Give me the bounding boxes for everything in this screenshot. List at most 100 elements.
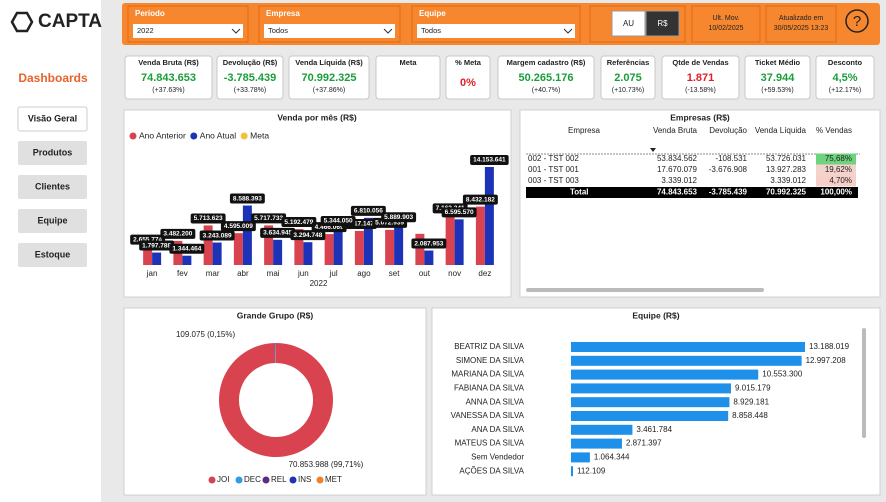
- kpi-title: Ticket Médio: [755, 58, 801, 67]
- table-cell: -108.531: [715, 154, 747, 163]
- toggle-label: R$: [657, 19, 668, 28]
- kpi-value: 70.992.325: [301, 72, 356, 84]
- total-cell: Total: [570, 188, 589, 197]
- total-cell: 74.843.653: [657, 188, 698, 197]
- kpi-card: [288, 55, 370, 100]
- data-label-bg: [220, 221, 256, 232]
- bar: [354, 230, 364, 265]
- bar: [571, 342, 805, 352]
- scrollbar[interactable]: [526, 288, 764, 292]
- legend-marker: [289, 476, 297, 484]
- kpi-card: [600, 55, 656, 100]
- legend-label: JOI: [217, 475, 229, 484]
- scrollbar[interactable]: [862, 328, 866, 438]
- nav-button[interactable]: [18, 209, 87, 233]
- x-tick-label: jun: [297, 269, 309, 278]
- data-label: 4.466.069: [315, 224, 344, 231]
- bar: [242, 205, 252, 265]
- y-tick-label: MATEUS DA SILVA: [455, 439, 525, 448]
- bar: [571, 397, 730, 408]
- dropdown-value: Todos: [268, 26, 288, 35]
- toggle-button[interactable]: [645, 10, 680, 37]
- x-tick-label: fev: [177, 269, 188, 278]
- bar: [571, 369, 759, 380]
- x-tick-label: dez: [478, 269, 491, 278]
- logo: CAPTA: [38, 11, 102, 32]
- legend-label: Meta: [250, 130, 269, 140]
- x-tick-label: nov: [448, 269, 461, 278]
- y-tick-label: Sem Vendedor: [471, 453, 524, 462]
- logo-icon: [10, 11, 34, 33]
- bar: [394, 224, 404, 265]
- bar: [294, 229, 304, 265]
- column-header: Venda Líquida: [755, 126, 807, 135]
- nav-button[interactable]: [18, 243, 87, 267]
- column-header: Devolução: [709, 126, 747, 135]
- kpi-value: -3.785.439: [224, 72, 277, 84]
- x-tick-label: jul: [329, 269, 338, 278]
- kpi-change: (+10.73%): [612, 87, 645, 94]
- kpi-card: [124, 55, 213, 100]
- y-tick-label: VANESSA DA SILVA: [451, 411, 525, 420]
- kpi-change: (+37.86%): [313, 87, 346, 94]
- dropdown[interactable]: [133, 24, 243, 38]
- data-label: 8.858.448: [732, 411, 768, 420]
- chart-title: Grande Grupo (R$): [237, 310, 314, 320]
- y-tick-label: ANA DA SILVA: [471, 425, 524, 434]
- panel: [123, 307, 427, 496]
- kpi-change: (+33.78%): [234, 87, 267, 94]
- legend-marker: [129, 132, 137, 140]
- data-label-bg: [139, 240, 175, 251]
- legend-label: Ano Anterior: [139, 130, 186, 140]
- table-cell: -3.676.908: [709, 165, 748, 174]
- help-icon[interactable]: [845, 9, 869, 33]
- data-label: 8.588.393: [233, 195, 262, 202]
- data-label: 2.087.953: [414, 240, 443, 247]
- filter-box: [258, 5, 401, 43]
- data-label: 12.997.208: [806, 356, 847, 365]
- table-title: Empresas (R$): [670, 112, 730, 122]
- data-label: 2.655.774: [133, 236, 162, 243]
- kpi-value: 4,5%: [832, 72, 857, 84]
- nav-button[interactable]: [18, 175, 87, 199]
- kpi-title: Devolução (R$): [223, 58, 278, 67]
- data-label: 3.634.945: [263, 230, 292, 237]
- table-cell: 003 - TST 003: [528, 176, 579, 185]
- bar: [303, 242, 313, 265]
- bar: [203, 225, 213, 265]
- data-label: 6.810.056: [354, 208, 383, 215]
- dropdown[interactable]: [264, 24, 395, 38]
- filter-label: Período: [135, 9, 165, 18]
- column-header: Empresa: [568, 126, 601, 135]
- data-label: 3.482.200: [163, 231, 192, 238]
- filter-box: [127, 5, 249, 43]
- x-tick-label: abr: [237, 269, 249, 278]
- bar: [571, 452, 590, 463]
- chart-title: Venda por mês (R$): [277, 112, 357, 122]
- data-label: 1.064.344: [594, 453, 630, 462]
- legend-label: INS: [298, 475, 311, 484]
- legend-marker: [262, 476, 270, 484]
- dropdown-arrow: [383, 28, 393, 34]
- info-label: Atualizado em: [779, 15, 824, 22]
- nav-button[interactable]: [18, 141, 87, 165]
- bar: [212, 242, 222, 265]
- kpi-value: 1.871: [687, 72, 715, 84]
- data-label: 3.243.089: [203, 232, 232, 239]
- nav-button[interactable]: [17, 106, 88, 132]
- dropdown[interactable]: [417, 24, 575, 38]
- kpi-value: 2.075: [614, 72, 642, 84]
- bar: [454, 219, 464, 265]
- nav-label: Visão Geral: [28, 113, 77, 123]
- bar: [143, 246, 153, 265]
- kpi-change: (-13.58%): [685, 87, 716, 94]
- data-label: 5.072.939: [375, 220, 404, 227]
- kpi-value: 0%: [460, 77, 476, 89]
- data-label: 5.344.050: [324, 218, 353, 225]
- y-tick-label: FABIANA DA SILVA: [454, 384, 525, 393]
- x-axis-title: 2022: [310, 279, 328, 288]
- data-label: 4.917.147: [345, 221, 374, 228]
- toggle-button[interactable]: [611, 10, 646, 37]
- data-label-bg: [229, 193, 265, 204]
